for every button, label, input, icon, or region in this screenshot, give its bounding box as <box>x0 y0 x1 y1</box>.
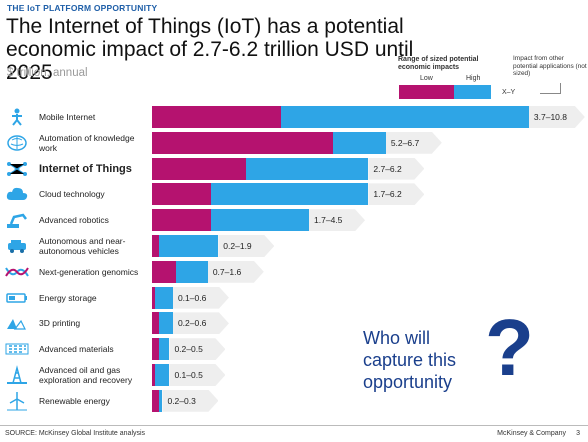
legend-high-label: High <box>466 75 481 82</box>
printer-icon <box>4 313 30 333</box>
materials-icon <box>4 339 30 359</box>
chart-row: Mobile Internet 3.7–10.8 <box>0 104 588 130</box>
bar-low-segment <box>152 338 159 361</box>
chart-row: Internet of Things 2.7–6.2 <box>0 156 588 182</box>
chart-row: Advanced robotics 1.7–4.5 <box>0 207 588 233</box>
bar-low-segment <box>152 286 156 309</box>
category-label: Mobile Internet <box>39 112 96 122</box>
chart-row: Autonomous and near-autonomous vehicles 0… <box>0 233 588 259</box>
range-label: 2.7–6.2 <box>368 158 424 180</box>
bar-high-segment <box>333 131 386 154</box>
bar-high-segment <box>246 157 369 180</box>
person-signal-icon <box>4 107 30 127</box>
question-mark: ? <box>485 303 534 392</box>
category-label: Energy storage <box>39 292 97 303</box>
range-label: 0.1–0.5 <box>169 364 225 386</box>
chart-row: Automation of knowledge work 5.2–6.7 <box>0 130 588 156</box>
bar-low-segment <box>152 235 159 257</box>
bar-high-segment <box>158 312 173 335</box>
bar-high-segment <box>155 364 170 386</box>
category-label: Renewable energy <box>39 395 110 406</box>
unit-subtitle: $ trillion, annual <box>7 67 88 79</box>
category-label: 3D printing <box>39 318 81 329</box>
category-label: Internet of Things <box>39 162 132 175</box>
bar-low-segment <box>152 183 212 206</box>
range-label: 3.7–10.8 <box>529 106 585 128</box>
network-icon <box>4 159 30 179</box>
bar-high-segment <box>155 286 173 309</box>
chart-row: Advanced oil and gas exploration and rec… <box>0 362 588 388</box>
bar-low-segment <box>152 131 334 154</box>
bar-high-segment <box>158 235 219 257</box>
legend-high-swatch <box>454 85 491 99</box>
source-note: SOURCE: McKinsey Global Institute analys… <box>5 430 146 437</box>
footer-divider <box>0 425 588 426</box>
bar-low-segment <box>152 209 212 232</box>
battery-icon <box>4 288 30 308</box>
category-label: Advanced oil and gas exploration and rec… <box>39 365 133 385</box>
category-label: Advanced robotics <box>39 215 109 226</box>
brain-icon <box>4 133 30 153</box>
callout-text: Who will capture this opportunity <box>363 328 457 392</box>
bar-low-segment <box>152 260 177 283</box>
category-label: Autonomous and near-autonomous vehicles <box>39 236 126 256</box>
vehicle-icon <box>4 236 30 256</box>
range-label: 0.2–1.9 <box>218 235 274 257</box>
bar-high-segment <box>281 106 529 128</box>
chart-row: 3D printing 0.2–0.6 <box>0 310 588 336</box>
chart-row: Next-generation genomics 0.7–1.6 <box>0 259 588 285</box>
bar-high-segment <box>176 260 208 283</box>
oil-rig-icon <box>4 365 30 385</box>
category-label: Cloud technology <box>39 189 105 200</box>
legend-note: Impact from other potential applications… <box>513 55 587 77</box>
range-label: 1.7–4.5 <box>309 209 365 231</box>
page-number: 3 <box>576 430 580 437</box>
legend-title: Range of sized potential economic impact… <box>398 56 479 71</box>
range-label: 0.7–1.6 <box>208 261 264 283</box>
range-label: 0.2–0.3 <box>162 390 218 412</box>
chart-row: Cloud technology 1.7–6.2 <box>0 181 588 207</box>
page-title: The Internet of Things (IoT) has a poten… <box>6 15 414 84</box>
range-label: 0.2–0.5 <box>169 338 225 360</box>
bar-low-segment <box>152 389 159 412</box>
range-label: 5.2–6.7 <box>386 132 442 154</box>
category-label: Automation of knowledge work <box>39 132 135 153</box>
category-label: Next-generation genomics <box>39 266 139 277</box>
range-label: 0.2–0.6 <box>173 312 229 334</box>
category-label: Advanced materials <box>39 344 114 355</box>
legend-xy-label: X–Y <box>502 89 516 96</box>
range-label: 1.7–6.2 <box>368 183 424 205</box>
company-name: McKinsey & Company <box>497 430 566 437</box>
robot-arm-icon <box>4 210 30 230</box>
bar-high-segment <box>158 338 170 361</box>
eyebrow: THE IoT PLATFORM OPPORTUNITY <box>7 3 158 13</box>
bar-high-segment <box>211 183 369 206</box>
bar-low-segment <box>152 106 282 128</box>
dna-icon <box>4 262 30 282</box>
wind-turbine-icon <box>4 391 30 411</box>
legend-low-swatch <box>399 85 454 99</box>
bar-low-segment <box>152 312 159 335</box>
range-label: 0.1–0.6 <box>173 287 229 309</box>
bar-high-segment <box>211 209 310 232</box>
bar-low-segment <box>152 364 156 386</box>
chart-row: Advanced materials 0.2–0.5 <box>0 336 588 362</box>
chart-row: Energy storage 0.1–0.6 <box>0 285 588 311</box>
chart-row: Renewable energy 0.2–0.3 <box>0 388 588 414</box>
cloud-icon <box>4 184 30 204</box>
bar-high-segment <box>158 389 163 412</box>
bar-low-segment <box>152 157 247 180</box>
legend-low-label: Low <box>420 75 433 82</box>
legend-bracket <box>540 83 561 94</box>
